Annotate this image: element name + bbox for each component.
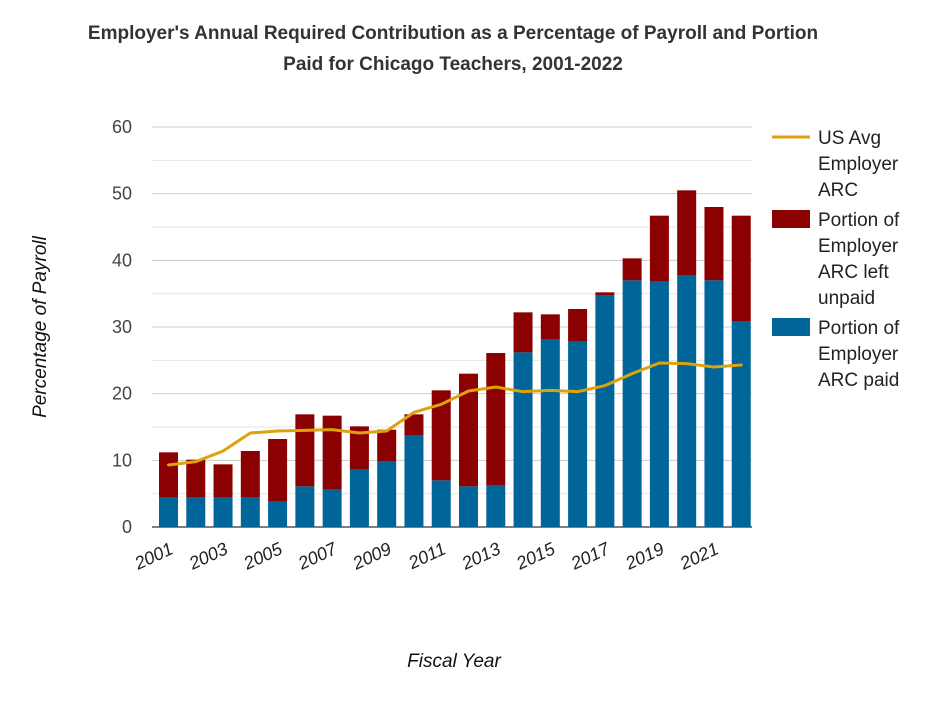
bar-paid [568,341,588,527]
x-tick-label: 2019 [621,538,667,573]
bar-unpaid [704,207,724,281]
legend-unpaid-swatch [772,210,810,228]
legend-label-paid: Employer [818,344,899,365]
bar-unpaid [268,439,288,502]
x-tick-label: 2021 [676,538,722,573]
bar-paid [295,486,315,527]
legend-label-paid: Portion of [818,318,900,339]
legend-label-us-avg: Employer [818,154,899,175]
x-tick-label: 2015 [512,538,559,574]
y-tick-label: 0 [122,517,132,537]
bar-paid [486,485,506,527]
x-tick-label: 2009 [349,538,395,573]
y-tick-label: 10 [112,450,132,470]
bar-unpaid [322,415,342,490]
bar-paid [513,352,533,527]
y-axis-label: Percentage of Payroll [30,235,51,417]
bar-paid [459,486,478,527]
x-tick-label: 2011 [404,538,448,573]
bar-paid [595,295,615,527]
x-tick-labels: 2001 2003 2005 2007 2009 2011 2013 2015 2017 2019… [131,538,722,574]
y-tick-label: 40 [112,250,132,270]
chart-title-line2: Paid for Chicago Teachers, 2001-2022 [283,54,623,75]
bar-unpaid [186,459,206,497]
bar-unpaid [513,312,533,353]
bar-paid [159,497,178,527]
bar-unpaid [540,314,560,339]
legend-label-unpaid: unpaid [818,288,875,309]
y-tick-label: 30 [112,317,132,337]
chart-title: Employer's Annual Required Contribution … [40,18,866,80]
bar-unpaid [649,215,669,282]
legend-label-unpaid: Employer [818,236,899,257]
bar-paid [268,501,288,527]
bar-unpaid [349,426,369,470]
bar-unpaid [622,258,642,281]
bar-paid [377,461,397,527]
bar-unpaid [677,190,697,276]
bar-unpaid [159,452,178,497]
bars [159,190,751,527]
bar-paid [649,281,669,527]
chart-title-line1: Employer's Annual Required Contribution … [87,23,819,44]
bar-paid [431,480,451,527]
legend-label-us-avg: ARC [818,180,858,201]
x-tick-label: 2013 [458,538,504,573]
bar-unpaid [295,414,315,487]
bar-paid [540,339,560,527]
bar-paid [322,489,342,527]
bar-paid [731,321,751,527]
x-tick-label: 2001 [131,538,177,573]
bar-paid [677,275,697,527]
us-avg-line [167,361,743,467]
bar-unpaid [404,414,424,435]
bar-unpaid [213,464,233,497]
bar-unpaid [431,390,451,481]
bar-paid [622,280,642,527]
x-tick-label: 2017 [567,538,614,574]
bar-paid [704,280,724,527]
x-tick-label: 2007 [294,538,341,574]
bar-paid [186,497,206,527]
x-tick-label: 2003 [185,538,231,573]
bar-paid [349,469,369,527]
bar-paid [213,497,233,527]
legend-label-unpaid: Portion of [818,210,900,231]
bar-unpaid [240,451,260,497]
bar-unpaid [568,309,588,342]
y-tick-label: 20 [112,384,132,404]
bar-paid [404,435,424,527]
y-tick-label: 60 [112,117,132,137]
legend-label-unpaid: ARC left [818,262,889,283]
x-axis-label: Fiscal Year [407,651,501,672]
bar-paid [240,497,260,527]
x-tick-label: 2005 [240,538,287,574]
bar-unpaid [459,373,478,487]
bar-unpaid [377,429,397,461]
bar-unpaid [486,353,506,485]
legend-label-paid: ARC paid [818,370,899,391]
bar-unpaid [595,292,615,295]
bar-unpaid [731,215,751,321]
y-tick-label: 50 [112,184,132,204]
legend-paid-swatch [772,318,810,336]
legend: US Avg Employer ARC Portion of Employer ARC l… [772,128,900,391]
y-tick-labels: 0 10 20 30 40 50 60 [112,117,132,537]
legend-label-us-avg: US Avg [818,128,881,149]
line-series [167,361,743,467]
